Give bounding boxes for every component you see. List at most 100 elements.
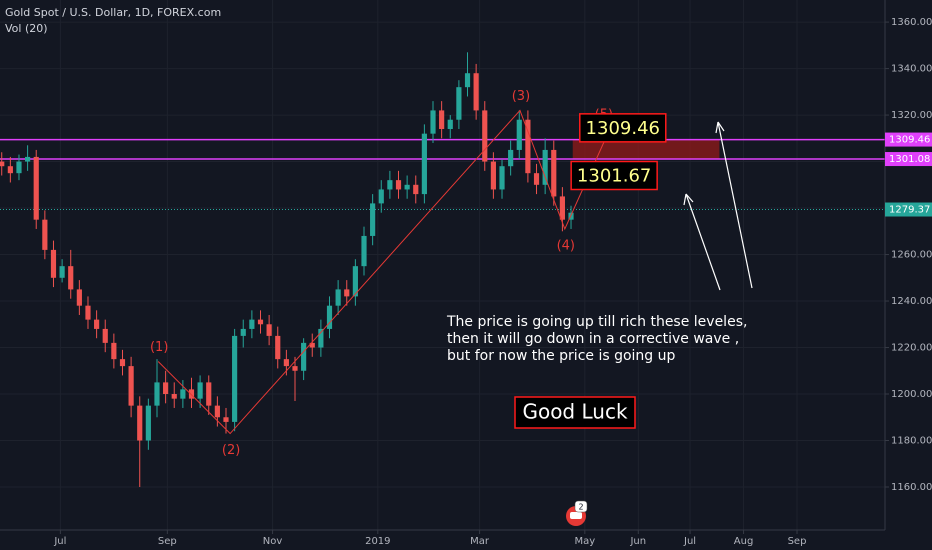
candle (456, 80, 462, 130)
candle (499, 159, 505, 199)
annotation-text: 1301.67 (577, 166, 651, 187)
price-level-label: 1279.37 (889, 205, 930, 216)
candle-body (16, 161, 22, 174)
candle-body (50, 249, 57, 278)
candle (464, 52, 471, 97)
annotation-box (570, 160, 658, 191)
y-tick-label: 1180.00 (891, 436, 932, 447)
candle (197, 375, 203, 408)
price-level-label: 1309.46 (889, 135, 930, 146)
price-level-label: 1301.08 (889, 154, 930, 165)
candle-body (42, 219, 48, 250)
candle-body (119, 359, 126, 367)
candle-body (25, 156, 31, 162)
candle-body (197, 382, 203, 399)
chat-icon-glyph[interactable] (570, 512, 582, 519)
arrow (717, 121, 753, 289)
x-tick-label: Jun (629, 536, 646, 547)
candle-body (413, 184, 419, 195)
y-tick-label: 1200.00 (891, 389, 932, 400)
candle-body (7, 166, 13, 174)
x-tick-label: May (574, 536, 595, 547)
candle (59, 259, 65, 283)
candle-body (464, 73, 471, 88)
candle-body (111, 342, 117, 360)
y-tick-label: 1320.00 (891, 110, 932, 121)
candle (249, 310, 255, 339)
candle-body (128, 366, 134, 406)
x-tick-label: Sep (158, 536, 177, 547)
candle-body (76, 289, 82, 306)
candle-body (240, 328, 246, 336)
y-tick-label: 1220.00 (891, 343, 932, 354)
chart-title: Gold Spot / U.S. Dollar, 1D, FOREX.com (5, 6, 221, 19)
candle-body (533, 173, 540, 185)
candle-body (180, 389, 186, 399)
candle (50, 240, 57, 288)
x-tick-label: Aug (734, 536, 754, 547)
badge-bg[interactable] (574, 500, 588, 513)
candle-body (283, 359, 289, 367)
candle (257, 310, 264, 334)
y-tick-label: 1340.00 (891, 64, 932, 75)
candle-body (59, 266, 65, 278)
candle-body (447, 119, 453, 130)
arrow-head (683, 193, 694, 206)
chat-icon[interactable]: 2 (566, 500, 588, 526)
annotation-box (579, 113, 667, 143)
grid (0, 0, 885, 530)
candle-body (378, 189, 384, 204)
candle (301, 338, 307, 381)
comment-line: then it will go down in a corrective wav… (447, 331, 739, 347)
candle-body (145, 405, 151, 441)
candle-body (326, 305, 333, 329)
candle-body (154, 382, 160, 406)
y-tick-label: 1240.00 (891, 296, 932, 307)
candle-body (490, 161, 496, 190)
candle (490, 152, 496, 199)
candle-body (309, 342, 315, 348)
candle (85, 296, 91, 329)
candle-body (137, 405, 143, 441)
candle-body (0, 161, 5, 167)
candle-body (430, 110, 436, 134)
arrow (685, 193, 721, 291)
annotation-text: 1309.46 (586, 118, 660, 139)
candle (119, 349, 126, 376)
candle (404, 175, 410, 199)
candle (240, 319, 246, 348)
candle (421, 124, 427, 204)
candle (16, 154, 22, 181)
candle (326, 296, 333, 339)
candle (266, 314, 272, 346)
candle-body (352, 266, 358, 297)
price-level-tag (885, 152, 932, 167)
candle (180, 380, 186, 408)
candle (145, 398, 151, 450)
candle-body (94, 319, 100, 329)
candle (542, 138, 548, 195)
axes: 1160.00 1180.00 1200.00 1220.00 1240.00 1260.… (53, 17, 932, 547)
comment-line: The price is going up till rich these le… (446, 314, 747, 330)
volume-label: Vol (20) (5, 22, 48, 35)
candle-body (387, 180, 393, 190)
badge[interactable]: 2 (578, 503, 583, 512)
x-tick-label: Jul (683, 536, 696, 547)
overlay (683, 121, 753, 291)
candle-body (171, 394, 177, 399)
candle (361, 226, 367, 276)
candle-body (344, 289, 350, 297)
candle-body (361, 235, 367, 267)
candle (102, 319, 108, 353)
candle (128, 356, 134, 418)
candle (352, 259, 358, 306)
candle-body (499, 166, 505, 190)
candle (33, 149, 39, 229)
candle-body (85, 305, 91, 320)
candle-body (335, 289, 341, 306)
candle (68, 249, 74, 299)
candle (335, 280, 341, 315)
candle (430, 101, 436, 143)
